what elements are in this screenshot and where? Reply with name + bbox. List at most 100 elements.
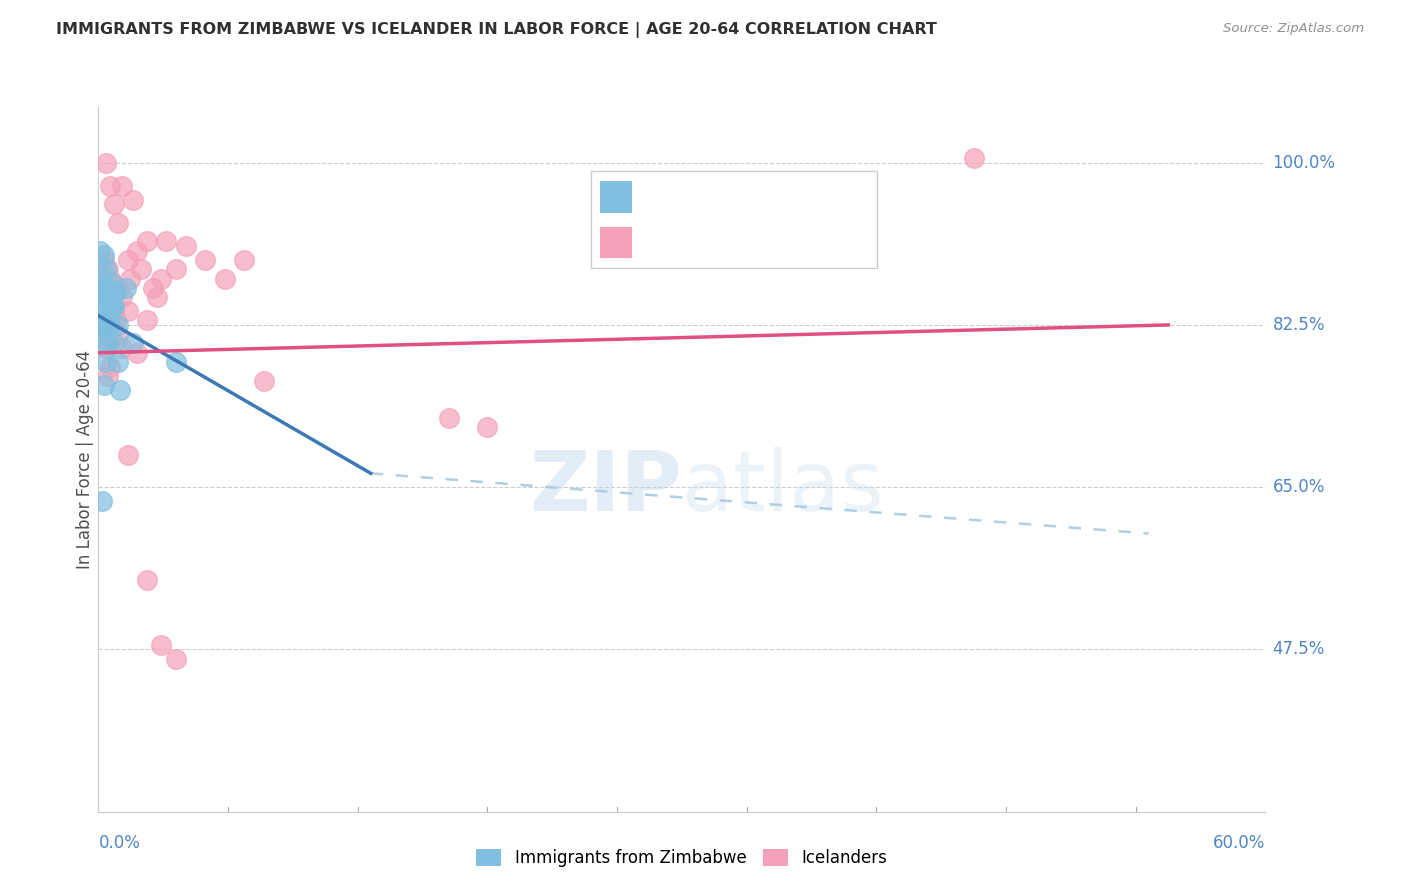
Point [89, 318, 111, 332]
Point [97, 368, 120, 383]
Point [96, 318, 118, 332]
Point [136, 573, 159, 587]
Text: R =: R = [641, 234, 681, 252]
Point [89, 299, 111, 313]
Point [96, 281, 118, 295]
Text: 47.5%: 47.5% [1272, 640, 1324, 658]
Point [108, 383, 131, 397]
Point [437, 410, 460, 425]
Point [117, 253, 139, 268]
Point [194, 253, 217, 268]
Point [91, 299, 114, 313]
Point [91, 290, 114, 304]
Point [98, 290, 121, 304]
Point [111, 341, 134, 355]
Point [122, 193, 145, 207]
Point [214, 271, 236, 285]
Point [96, 262, 118, 277]
Point [98, 359, 121, 374]
Point [136, 313, 159, 327]
Point [136, 235, 159, 249]
Point [97, 281, 120, 295]
Point [101, 299, 124, 313]
Point [253, 374, 276, 388]
Text: 46: 46 [828, 234, 853, 252]
Point [104, 313, 127, 327]
Point [129, 262, 152, 277]
Point [90, 267, 112, 281]
Point [111, 178, 134, 193]
Text: 82.5%: 82.5% [1272, 316, 1324, 334]
Point [962, 151, 984, 165]
Point [93, 299, 115, 313]
Point [93, 253, 115, 268]
Point [96, 155, 118, 169]
Point [107, 216, 129, 230]
Point [91, 318, 114, 332]
Text: 0.095: 0.095 [685, 234, 748, 252]
FancyBboxPatch shape [592, 171, 877, 268]
Point [89, 244, 111, 258]
Point [91, 309, 114, 323]
Point [165, 262, 187, 277]
Text: ZIP: ZIP [530, 447, 682, 528]
Legend: Immigrants from Zimbabwe, Icelanders: Immigrants from Zimbabwe, Icelanders [470, 842, 894, 874]
Point [165, 355, 187, 369]
Point [146, 290, 169, 304]
Y-axis label: In Labor Force | Age 20-64: In Labor Force | Age 20-64 [76, 350, 94, 569]
Point [107, 281, 129, 295]
Point [165, 651, 187, 665]
Point [91, 494, 114, 508]
Text: N =: N = [772, 188, 824, 206]
Point [107, 355, 129, 369]
Point [97, 290, 120, 304]
Point [98, 318, 121, 332]
Point [117, 304, 139, 318]
Point [149, 638, 172, 652]
Point [89, 281, 111, 295]
Point [89, 290, 111, 304]
Point [93, 313, 115, 327]
Text: Source: ZipAtlas.com: Source: ZipAtlas.com [1223, 22, 1364, 36]
Point [233, 253, 256, 268]
Text: atlas: atlas [682, 447, 883, 528]
Text: -0.506: -0.506 [685, 188, 749, 206]
Point [97, 336, 120, 351]
Text: R =: R = [641, 188, 681, 206]
Point [98, 271, 121, 285]
Point [96, 355, 118, 369]
Point [93, 248, 115, 262]
Point [114, 281, 136, 295]
Point [111, 290, 134, 304]
Point [97, 309, 120, 323]
Text: N =: N = [772, 234, 824, 252]
Point [94, 281, 117, 295]
Point [96, 290, 118, 304]
Point [174, 239, 197, 253]
Point [93, 378, 115, 392]
Point [90, 309, 112, 323]
Text: 44: 44 [828, 188, 853, 206]
Point [104, 285, 127, 300]
Point [101, 277, 124, 291]
Point [127, 345, 149, 359]
Point [117, 448, 139, 462]
Text: 100.0%: 100.0% [1272, 153, 1336, 171]
Point [96, 341, 118, 355]
Point [96, 299, 118, 313]
Text: IMMIGRANTS FROM ZIMBABWE VS ICELANDER IN LABOR FORCE | AGE 20-64 CORRELATION CHA: IMMIGRANTS FROM ZIMBABWE VS ICELANDER IN… [56, 22, 938, 38]
Bar [600, 181, 633, 213]
Point [97, 262, 120, 277]
Point [477, 420, 499, 434]
Point [93, 336, 115, 351]
Point [91, 299, 114, 313]
Point [103, 336, 125, 351]
Point [149, 271, 172, 285]
Point [93, 290, 115, 304]
Text: 65.0%: 65.0% [1272, 478, 1324, 496]
Point [118, 271, 141, 285]
Bar [600, 227, 633, 259]
Text: 60.0%: 60.0% [1213, 834, 1265, 852]
Point [98, 299, 121, 313]
Point [97, 327, 120, 342]
